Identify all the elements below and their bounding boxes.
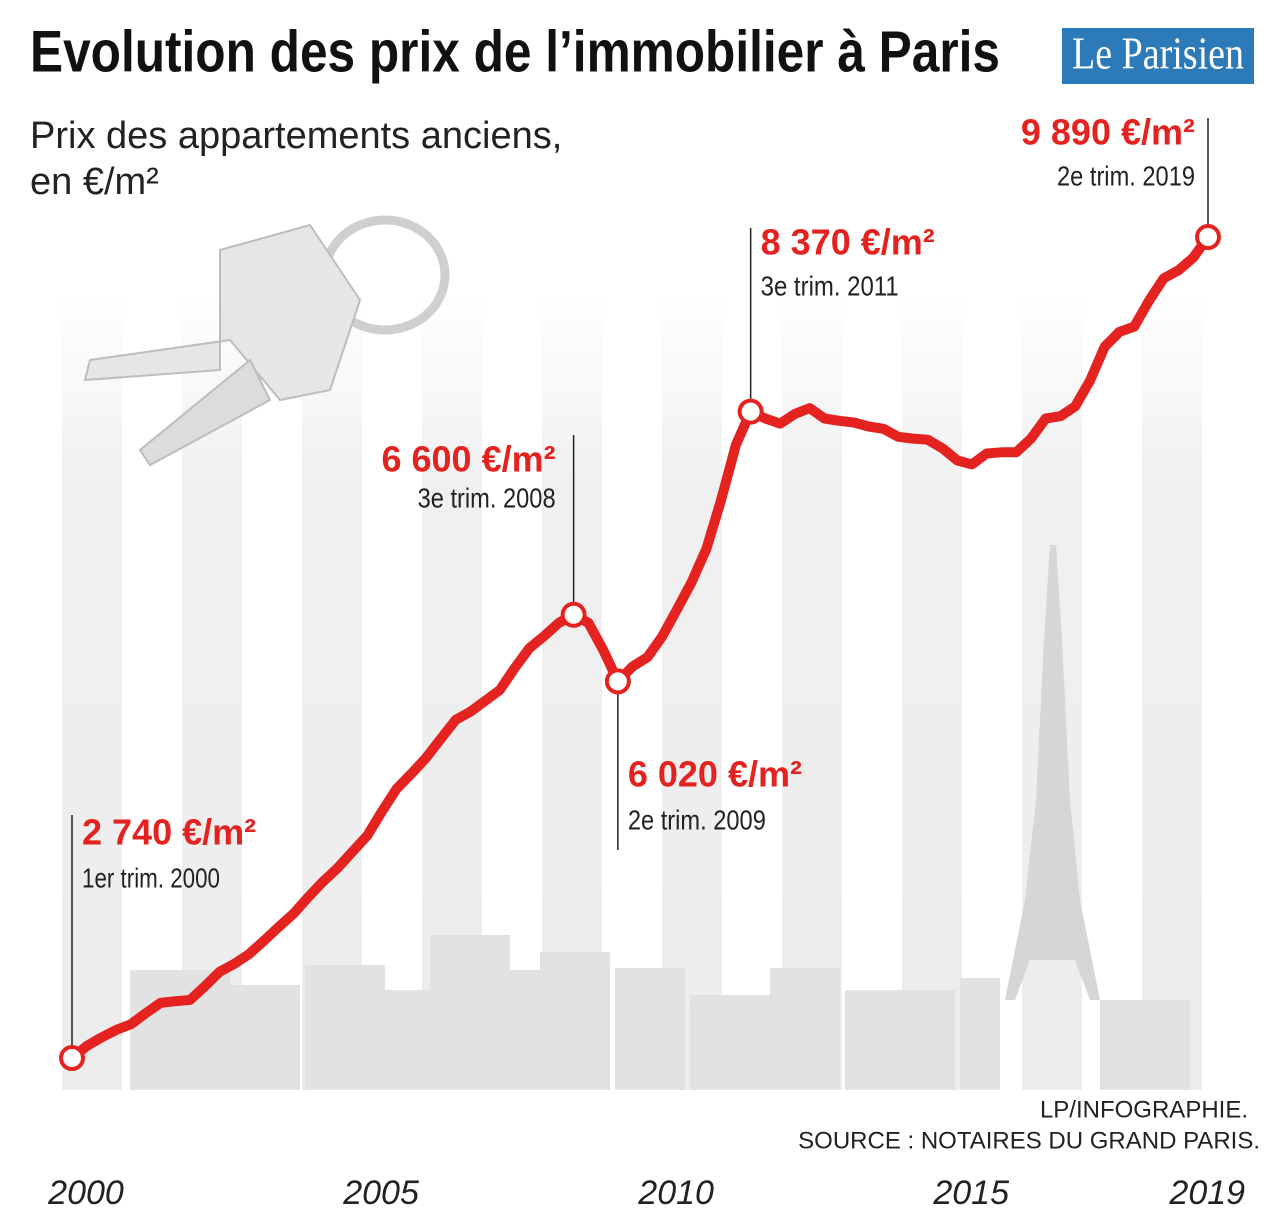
x-tick-label: 2010 (637, 1174, 714, 1212)
subtitle: Prix des appartements anciens, (30, 115, 562, 157)
stripe (902, 290, 962, 1090)
credit: SOURCE : NOTAIRES DU GRAND PARIS. (798, 1127, 1260, 1154)
annotation-value: 2 740 €/m² (82, 812, 256, 853)
stripe (302, 290, 362, 1090)
skyline (130, 545, 1190, 1090)
annotation-value: 8 370 €/m² (761, 222, 935, 263)
x-tick-label: 2019 (1168, 1174, 1245, 1212)
annotation-period: 2e trim. 2009 (628, 804, 766, 835)
annotation-value: 6 020 €/m² (628, 754, 802, 795)
price-line (67, 232, 1213, 1063)
logo-box (1062, 28, 1254, 84)
subtitle: en €/m² (30, 161, 159, 203)
point-marker (1195, 224, 1221, 251)
stripe (62, 290, 122, 1090)
stripe (1142, 290, 1202, 1090)
point-marker (604, 668, 631, 695)
annotation-period: 2e trim. 2019 (1057, 160, 1195, 191)
annotation-value: 9 890 €/m² (1021, 112, 1195, 153)
x-tick-label: 2000 (47, 1174, 124, 1212)
annotation-value: 6 600 €/m² (381, 439, 555, 480)
credit: LP/INFOGRAPHIE. (1040, 1096, 1248, 1123)
x-tick-label: 2005 (342, 1174, 419, 1212)
chart-title: Evolution des prix de l’immobilier à Par… (30, 19, 1000, 84)
point-marker (59, 1045, 85, 1072)
keys-illustration (83, 215, 450, 467)
stripe (662, 290, 722, 1090)
annotation-period: 1er trim. 2000 (82, 862, 220, 893)
point-marker (737, 398, 764, 425)
annotation-period: 3e trim. 2011 (761, 270, 899, 301)
x-tick-label: 2015 (932, 1174, 1009, 1212)
annotation-period: 3e trim. 2008 (418, 482, 556, 513)
logo: Le Parisien (1072, 28, 1244, 79)
point-marker (560, 601, 587, 628)
